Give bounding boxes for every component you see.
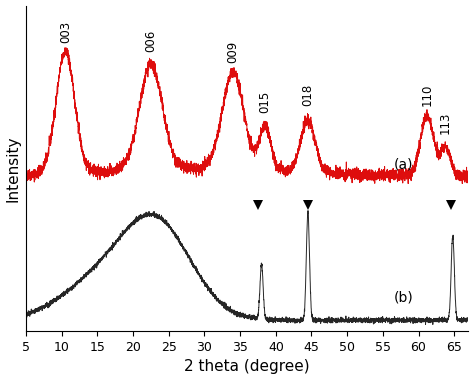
Text: 003: 003	[59, 21, 72, 43]
Text: 110: 110	[420, 84, 434, 106]
Text: (a): (a)	[393, 157, 413, 171]
Text: 009: 009	[227, 41, 239, 63]
Y-axis label: Intensity: Intensity	[6, 135, 20, 202]
Text: 006: 006	[145, 29, 157, 52]
Text: 018: 018	[301, 83, 314, 106]
X-axis label: 2 theta (degree): 2 theta (degree)	[184, 359, 310, 374]
Text: 113: 113	[439, 112, 452, 135]
Text: (b): (b)	[393, 290, 413, 304]
Text: 015: 015	[259, 91, 272, 113]
